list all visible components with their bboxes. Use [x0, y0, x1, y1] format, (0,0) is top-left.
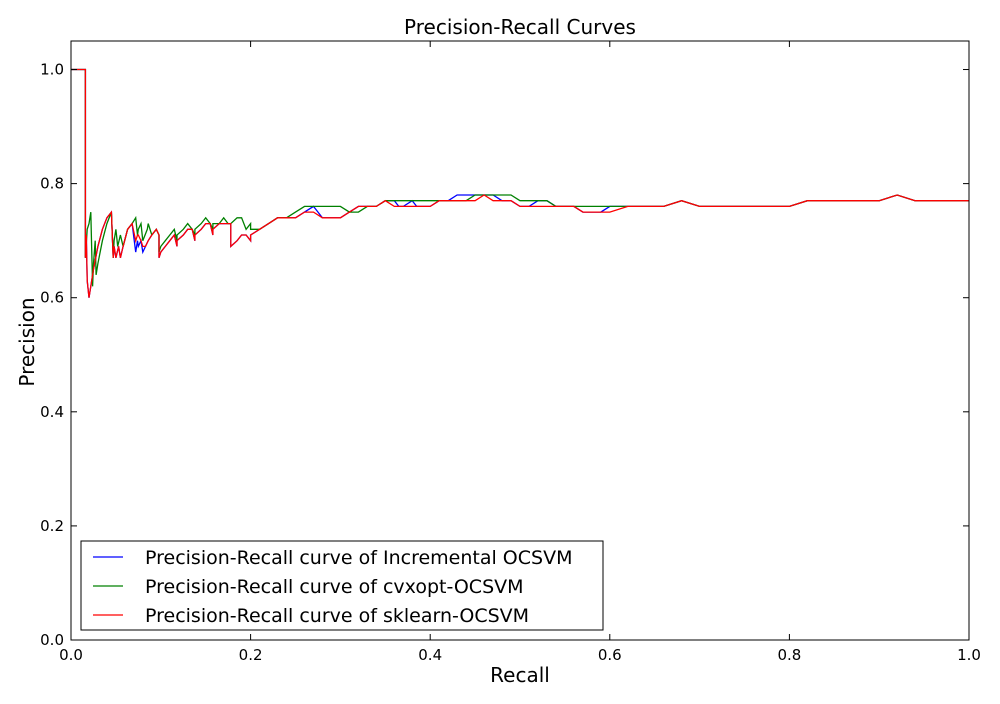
- y-tick-label: 0.0: [40, 631, 64, 649]
- series-incremental-ocsvm-line: [71, 68, 969, 298]
- x-tick-label: 0.4: [418, 646, 442, 664]
- legend-label: Precision-Recall curve of Incremental OC…: [145, 547, 572, 569]
- y-axis-label: Precision: [15, 297, 39, 386]
- chart-title: Precision-Recall Curves: [404, 15, 636, 39]
- y-tick-label: 0.6: [40, 289, 64, 307]
- plot-frame: [70, 40, 970, 641]
- y-tick-label: 1.0: [40, 61, 64, 79]
- legend-label: Precision-Recall curve of sklearn-OCSVM: [145, 605, 529, 627]
- x-axis-label: Recall: [490, 663, 550, 687]
- series-cvxopt-ocsvm-line: [71, 68, 969, 287]
- x-tick-label: 1.0: [957, 646, 981, 664]
- legend-label: Precision-Recall curve of cvxopt-OCSVM: [145, 576, 524, 598]
- plot-area: 0.0 0.2 0.4 0.6 0.8 1.0 0.0 0.2 0.4 0.6 0.8 1.0 Prec…: [40, 40, 981, 664]
- x-tick-label: 0.2: [239, 646, 263, 664]
- y-tick-label: 0.2: [40, 517, 64, 535]
- x-tick-label: 0.0: [59, 646, 83, 664]
- y-tick-label: 0.8: [40, 175, 64, 193]
- x-tick-label: 0.8: [777, 646, 801, 664]
- x-tick-label: 0.6: [598, 646, 622, 664]
- legend-box: [80, 540, 604, 631]
- y-tick-label: 0.4: [40, 403, 64, 421]
- series-sklearn-ocsvm-line: [71, 68, 969, 298]
